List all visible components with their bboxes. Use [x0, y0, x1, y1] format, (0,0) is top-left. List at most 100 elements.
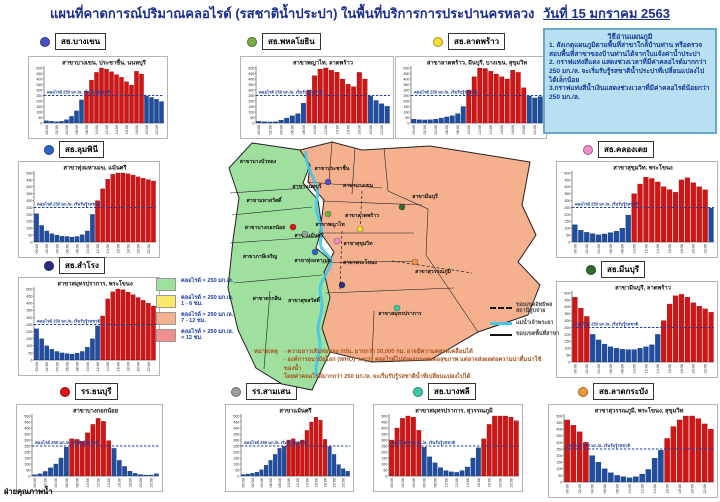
- map-station-dot-minburi: [398, 203, 406, 211]
- line-legend-label: ขอบเขตพื้นที่สาขา: [516, 331, 560, 338]
- legend-item-7-12h: คลอไรด์ > 250 มก./ล. 7 - 12 ชม.: [156, 312, 233, 325]
- chloride-chart-bangphli: สาขาสมุทรปราการ, สุวรรณภูมิ 0 50 100 150 200 2…: [373, 404, 523, 492]
- svg-text:20:00: 20:00: [498, 478, 502, 488]
- station-name: รร.สามเสน: [246, 383, 297, 400]
- map-label-สาขามหาสวัสดิ์: สาขามหาสวัสดิ์: [247, 196, 283, 204]
- svg-text:02:00: 02:00: [45, 244, 49, 254]
- svg-text:14:00: 14:00: [656, 364, 660, 374]
- svg-text:สาขาสมุทรปราการ, สุวรรณภูมิ: สาขาสมุทรปราการ, สุวรรณภูมิ: [415, 407, 493, 416]
- svg-text:500: 500: [564, 291, 570, 295]
- svg-text:20:00: 20:00: [522, 125, 526, 135]
- svg-text:06:00: 06:00: [423, 478, 427, 488]
- svg-text:22:00: 22:00: [704, 364, 708, 374]
- map-label-สาขาสุวรรณภูมิ: สาขาสุวรรณภูมิ: [415, 268, 451, 276]
- svg-text:500: 500: [381, 414, 387, 418]
- station-name: สธ.พหลโยธิน: [262, 33, 321, 50]
- svg-text:04:00: 04:00: [54, 478, 58, 488]
- station-label-bangphli: สธ.บางพลี: [413, 383, 476, 400]
- svg-text:450: 450: [24, 420, 30, 424]
- svg-text:00:00: 00:00: [573, 364, 577, 374]
- svg-text:500: 500: [564, 171, 570, 175]
- svg-text:50: 50: [250, 116, 254, 120]
- svg-text:50: 50: [28, 234, 32, 238]
- note-label: หมายเหตุ: [254, 349, 278, 355]
- svg-text:10:00: 10:00: [287, 478, 291, 488]
- svg-text:18:00: 18:00: [323, 478, 327, 488]
- svg-text:คลอไรด์ 250 มก./ล. เริ่มรับรู้: คลอไรด์ 250 มก./ล. เริ่มรับรู้รสชาติ: [37, 318, 100, 325]
- svg-text:50: 50: [38, 116, 42, 120]
- svg-text:20:00: 20:00: [691, 484, 695, 494]
- svg-text:250: 250: [36, 94, 42, 98]
- svg-text:18:00: 18:00: [678, 484, 682, 494]
- svg-text:สาขาสมุทรปราการ, พระโขนง: สาขาสมุทรปราการ, พระโขนง: [57, 280, 133, 288]
- svg-text:250: 250: [403, 94, 409, 98]
- svg-text:0: 0: [28, 474, 30, 478]
- station-label-lumphini: สธ.ลุมพินี: [44, 141, 104, 158]
- svg-text:150: 150: [233, 456, 239, 460]
- svg-text:สาขาทุ่งมหาเมฆ, แม้นศรี: สาขาทุ่งมหาเมฆ, แม้นศรี: [63, 164, 127, 172]
- svg-text:สาขาสุวรรณภูมิ, พระโขนง, สุขุม: สาขาสุวรรณภูมิ, พระโขนง, สุขุมวิท: [595, 407, 684, 416]
- svg-text:300: 300: [248, 88, 254, 92]
- station-dot-samsen: [231, 386, 241, 397]
- map-region-labels: สาขาบางบัวทองสาขามหาสวัสดิ์สาขาบางกอกน้อ…: [240, 158, 452, 317]
- map-line-legend: ขอบเขตอิทธิพล สถานีสูบจ่าย แม่น้ำเจ้าพระ…: [490, 302, 560, 343]
- legend-label: คลอไรด์ < 250 มก./ล.: [181, 278, 234, 284]
- station-dot-phahon: [247, 36, 257, 47]
- svg-text:200: 200: [26, 330, 32, 334]
- svg-text:200: 200: [381, 450, 387, 454]
- svg-text:50: 50: [566, 354, 570, 358]
- svg-text:150: 150: [248, 105, 254, 109]
- svg-text:18:00: 18:00: [135, 125, 139, 135]
- svg-text:500: 500: [26, 287, 32, 291]
- svg-text:00:00: 00:00: [33, 478, 37, 488]
- svg-text:350: 350: [403, 83, 409, 87]
- svg-text:12:00: 12:00: [105, 125, 109, 135]
- svg-text:12:00: 12:00: [644, 244, 648, 254]
- svg-text:350: 350: [556, 434, 562, 438]
- map-station-dot-latphrao: [356, 225, 364, 233]
- svg-text:สาขาแม้นศรี: สาขาแม้นศรี: [279, 407, 312, 415]
- svg-text:500: 500: [233, 414, 239, 418]
- svg-text:0: 0: [560, 480, 562, 484]
- line-legend-branch: ขอบเขตพื้นที่สาขา: [490, 331, 560, 337]
- svg-text:400: 400: [564, 185, 570, 189]
- station-label-bangkhen: สธ.บางเขน: [40, 33, 107, 50]
- svg-text:0: 0: [407, 121, 409, 125]
- svg-text:250: 250: [233, 444, 239, 448]
- svg-text:06:00: 06:00: [269, 478, 273, 488]
- svg-text:500: 500: [36, 66, 42, 70]
- svg-text:100: 100: [403, 110, 409, 114]
- svg-text:350: 350: [564, 312, 570, 316]
- svg-text:08:00: 08:00: [621, 244, 625, 254]
- svg-text:16:00: 16:00: [668, 244, 672, 254]
- svg-text:10:00: 10:00: [86, 244, 90, 254]
- svg-text:18:00: 18:00: [128, 478, 132, 488]
- svg-text:200: 200: [36, 99, 42, 103]
- chloride-color-legend: คลอไรด์ < 250 มก./ล. คลอไรด์ > 250 มก./ล…: [156, 278, 233, 346]
- legend-label: 7 - 12 ชม.: [181, 318, 206, 325]
- svg-text:350: 350: [26, 192, 32, 196]
- station-name: สธ.บางพลี: [428, 383, 476, 400]
- map-station-dots: [289, 178, 419, 312]
- station-dot-khlongtoei: [583, 144, 593, 155]
- svg-text:04:00: 04:00: [412, 478, 416, 488]
- svg-text:14:00: 14:00: [335, 125, 339, 135]
- svg-text:04:00: 04:00: [597, 244, 601, 254]
- svg-text:400: 400: [556, 428, 562, 432]
- station-dot-latphrao: [433, 36, 443, 47]
- svg-text:06:00: 06:00: [65, 478, 69, 488]
- svg-text:00:00: 00:00: [573, 244, 577, 254]
- svg-text:18:00: 18:00: [680, 364, 684, 374]
- line-legend-influence: ขอบเขตอิทธิพล สถานีสูบจ่าย: [490, 302, 560, 315]
- chloride-chart-samsen: สาขาแม้นศรี 0 50 100 150 200 250 300 350 400 450 50…: [225, 404, 354, 492]
- svg-text:22:00: 22:00: [704, 244, 708, 254]
- svg-text:08:00: 08:00: [76, 362, 80, 372]
- svg-text:0: 0: [30, 240, 32, 244]
- svg-text:16:00: 16:00: [116, 244, 120, 254]
- svg-text:150: 150: [36, 105, 42, 109]
- station-dot-minburi: [586, 264, 596, 275]
- svg-text:20:00: 20:00: [139, 478, 143, 488]
- map-label-สาขาแม้นศรี: สาขาแม้นศรี: [295, 231, 324, 239]
- svg-text:100: 100: [248, 110, 254, 114]
- svg-text:22:00: 22:00: [533, 125, 537, 135]
